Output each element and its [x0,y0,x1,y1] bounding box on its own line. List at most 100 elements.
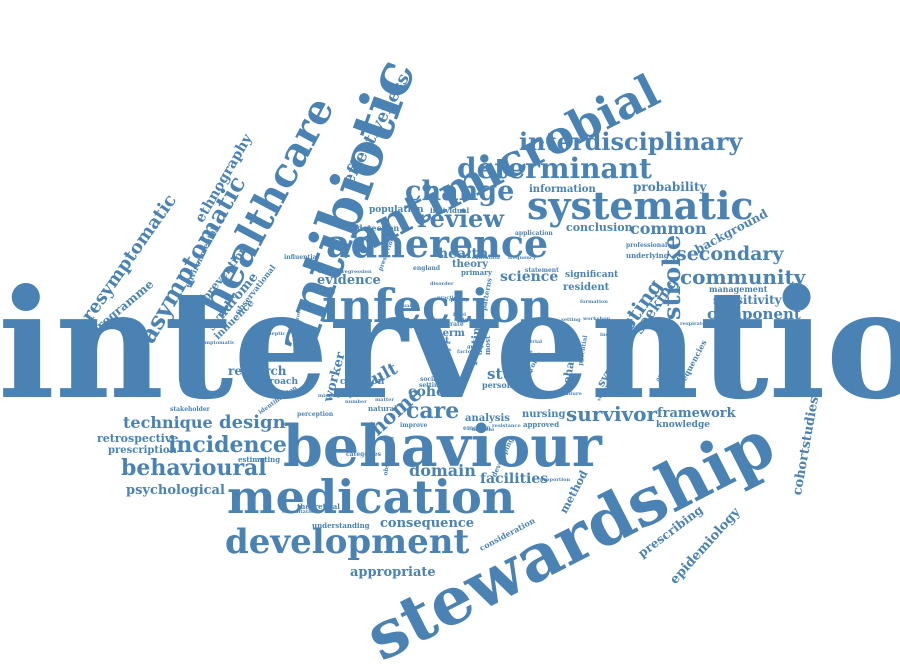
word-sensitivity: sensitivity [713,293,782,307]
word-interdisciplinary: interdisciplinary [519,127,743,156]
word-probability: probability [633,180,707,194]
word-appropriate: appropriate [350,565,436,580]
word-study: study [487,365,533,383]
word-missing: missing [318,393,340,399]
word-individual: individual [430,206,470,215]
word-technique: technique [123,413,213,432]
word-professional: professional [626,242,668,249]
word-estimating: estimating [238,455,281,464]
word-systematic: systematic [527,183,754,228]
word-rate: rate [450,321,464,328]
word-practice: practice [437,295,460,301]
word-inequality: inequality [600,332,629,338]
word-significant: significant [565,270,619,280]
word-care: care [406,398,460,424]
word-bias: bias [440,347,452,353]
word-group: group [467,344,484,350]
word-population: population [369,205,424,215]
word-retrospective: retrospective [97,432,179,445]
word-statement: statement [525,267,559,274]
word-frequency: frequency [508,255,536,261]
word-secondary: secondary [676,243,784,265]
word-behaviour: behaviour [283,413,602,480]
word-perception: perception [297,411,334,418]
word-common: common [630,219,707,238]
word-workshop: workshop [583,316,611,322]
word-primary: primary [461,268,492,277]
word-nursing: nursing [522,409,566,420]
word-categories: categories [346,451,381,458]
word-cohort: cohort [408,384,460,400]
word-factor: factor [457,349,474,355]
word-proportion: proportion [540,477,571,483]
word-evidence: evidence [317,273,381,288]
word-information: information [529,184,596,195]
word-criterion: criterion [340,377,385,387]
word-influential: influential [284,254,319,261]
word-survivor: survivor [566,402,658,426]
word-hcw: hcw [440,340,451,346]
word-community: community [680,265,806,289]
word-conclusion: conclusion [566,221,633,234]
word-psychological: psychological [126,483,225,498]
word-research: research [228,364,287,378]
word-matter: matter [375,397,394,403]
word-test: test [430,336,450,346]
word-review: review [417,204,504,233]
word-prescription: prescription [108,445,177,456]
word-formation: formation [580,299,608,305]
word-development: development [225,522,470,562]
word-level: level [453,312,467,318]
word-adherence: adherence [326,221,549,266]
word-theoretical: theoretical [297,502,340,511]
word-detection: detection [357,223,400,233]
word-most: most [483,335,492,355]
word-understanding: understanding [312,521,370,530]
word-regression: regression [342,269,372,275]
word-england: england [413,265,441,272]
word-setting-small: setting [561,317,581,323]
word-resistance: resistance [492,423,521,429]
word-quality: quality [449,297,469,303]
word-consultation: consultation [282,509,318,515]
word-symptomatic: symptomatic [199,340,235,346]
word-infection: infection [322,279,553,333]
word-component: component [707,305,801,323]
word-analysis: analysis [465,413,510,424]
word-approved: approved [523,420,560,429]
word-medical: medical [472,427,495,433]
word-failure: failure [563,391,582,397]
word-incidence: incidence [168,432,287,458]
word-improve: improve [400,422,428,429]
word-intervention: intervention [0,257,900,433]
word-emotion: emotion [463,425,491,432]
word-knowledge: knowledge [656,420,710,430]
word-database: database [318,269,344,275]
word-framework: framework [657,406,736,421]
word-domain: domain [409,461,476,480]
word-term: term [438,328,465,339]
word-quality-small: quality [399,303,419,309]
word-respiratory: respiratory [680,321,712,327]
word-trial: trial [530,339,542,345]
word-review-small: review [454,317,473,323]
word-number: number [345,399,367,405]
word-underlying: underlying [626,251,669,260]
word-stakeholder: stakeholder [170,406,210,413]
word-setting: setting [419,382,443,389]
word-disorder: disorder [430,281,454,287]
word-change: change [405,176,515,207]
word-behavioural: behavioural [121,455,267,481]
word-health: health [438,246,489,262]
word-management: management [709,284,768,294]
word-consequence: consequence [380,516,475,531]
word-theory: theory [452,259,489,270]
word-resident: resident [563,282,610,293]
word-facilities: facilities [480,471,549,487]
word-application: application [515,230,553,237]
word-antiepileptic: antiepileptic [250,331,286,337]
word-design: design [219,412,286,433]
word-enable: enable [514,349,533,355]
word-science: science [500,269,559,285]
